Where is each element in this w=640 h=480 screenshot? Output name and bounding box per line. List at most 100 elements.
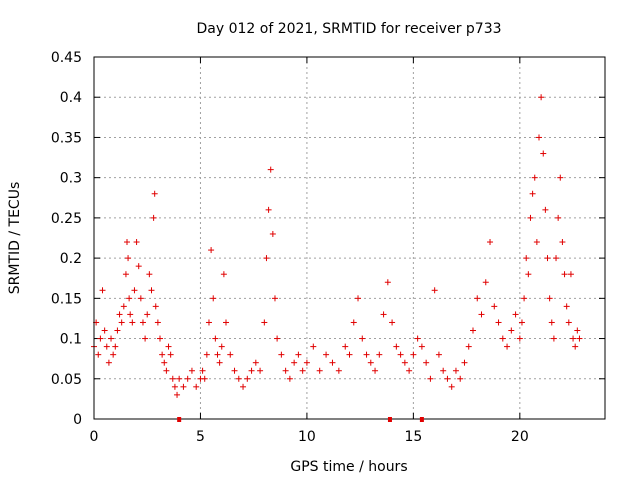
data-point bbox=[516, 335, 523, 342]
data-points bbox=[91, 94, 583, 398]
data-point bbox=[291, 359, 298, 366]
data-point bbox=[139, 319, 146, 326]
data-point bbox=[310, 343, 317, 350]
data-point bbox=[133, 239, 140, 246]
data-point bbox=[576, 335, 583, 342]
data-point bbox=[137, 295, 144, 302]
data-point bbox=[205, 319, 212, 326]
data-point bbox=[112, 343, 119, 350]
grid-lines bbox=[94, 57, 605, 419]
data-point bbox=[303, 359, 310, 366]
data-point bbox=[474, 295, 481, 302]
x-axis-label: GPS time / hours bbox=[290, 459, 407, 475]
x-tick-label: 10 bbox=[298, 429, 316, 445]
data-point bbox=[163, 367, 170, 374]
y-tick-label: 0 bbox=[73, 412, 82, 428]
y-tick-label: 0.05 bbox=[51, 372, 82, 388]
data-point bbox=[159, 351, 166, 358]
data-point bbox=[531, 174, 538, 181]
plot-frame bbox=[93, 56, 606, 420]
data-point bbox=[169, 375, 176, 382]
data-point bbox=[101, 327, 108, 334]
data-point bbox=[559, 239, 566, 246]
data-point bbox=[265, 206, 272, 213]
gap-marker bbox=[177, 417, 182, 422]
data-point bbox=[212, 335, 219, 342]
data-point bbox=[263, 255, 270, 262]
data-point bbox=[210, 295, 217, 302]
data-point bbox=[118, 319, 125, 326]
data-point bbox=[544, 255, 551, 262]
data-point bbox=[299, 367, 306, 374]
data-point bbox=[252, 359, 259, 366]
data-point bbox=[286, 375, 293, 382]
data-point bbox=[244, 375, 251, 382]
data-point bbox=[346, 351, 353, 358]
data-point bbox=[124, 239, 131, 246]
data-point bbox=[323, 351, 330, 358]
data-point bbox=[523, 255, 530, 262]
data-point bbox=[435, 351, 442, 358]
data-point bbox=[97, 335, 104, 342]
data-point bbox=[546, 295, 553, 302]
data-point bbox=[227, 351, 234, 358]
data-point bbox=[171, 383, 178, 390]
data-point bbox=[261, 319, 268, 326]
data-point bbox=[295, 351, 302, 358]
x-tick-label: 0 bbox=[90, 429, 99, 445]
data-point bbox=[461, 359, 468, 366]
data-point bbox=[125, 255, 132, 262]
data-point bbox=[491, 303, 498, 310]
data-point bbox=[105, 359, 112, 366]
y-tick-label: 0.25 bbox=[51, 211, 82, 227]
data-point bbox=[180, 383, 187, 390]
x-tick-labels: 0 5 10 15 20 bbox=[90, 429, 529, 445]
data-point bbox=[359, 335, 366, 342]
data-point bbox=[529, 190, 536, 197]
data-point bbox=[487, 239, 494, 246]
data-point bbox=[512, 311, 519, 318]
data-point bbox=[218, 343, 225, 350]
data-point bbox=[550, 335, 557, 342]
data-point bbox=[521, 295, 528, 302]
data-point bbox=[478, 311, 485, 318]
data-point bbox=[401, 359, 408, 366]
data-point bbox=[116, 311, 123, 318]
data-point bbox=[342, 343, 349, 350]
data-point bbox=[495, 319, 502, 326]
data-point bbox=[542, 206, 549, 213]
data-point bbox=[548, 319, 555, 326]
gap-marker bbox=[387, 417, 392, 422]
data-point bbox=[350, 319, 357, 326]
data-point bbox=[148, 287, 155, 294]
data-point bbox=[538, 94, 545, 101]
y-tick-labels: 0 0.05 0.1 0.15 0.2 0.25 0.3 0.35 0.4 0.45 bbox=[51, 50, 82, 428]
data-point bbox=[561, 271, 568, 278]
data-point bbox=[482, 279, 489, 286]
data-point bbox=[231, 367, 238, 374]
data-point bbox=[110, 351, 117, 358]
data-point bbox=[393, 343, 400, 350]
data-point bbox=[274, 335, 281, 342]
data-point bbox=[108, 335, 115, 342]
data-point bbox=[574, 327, 581, 334]
data-point bbox=[508, 327, 515, 334]
y-tick-label: 0.1 bbox=[60, 332, 82, 348]
data-point bbox=[380, 311, 387, 318]
data-point bbox=[95, 351, 102, 358]
y-tick-label: 0.2 bbox=[60, 251, 82, 267]
data-point bbox=[518, 319, 525, 326]
data-point bbox=[567, 271, 574, 278]
data-point bbox=[152, 303, 159, 310]
data-point bbox=[154, 319, 161, 326]
y-tick-label: 0.45 bbox=[51, 50, 82, 66]
data-point bbox=[414, 335, 421, 342]
y-tick-label: 0.35 bbox=[51, 130, 82, 146]
y-tick-label: 0.3 bbox=[60, 171, 82, 187]
data-point bbox=[267, 166, 274, 173]
data-point bbox=[406, 367, 413, 374]
data-point bbox=[146, 271, 153, 278]
x-tick-label: 5 bbox=[196, 429, 205, 445]
data-point bbox=[465, 343, 472, 350]
data-point bbox=[99, 287, 106, 294]
